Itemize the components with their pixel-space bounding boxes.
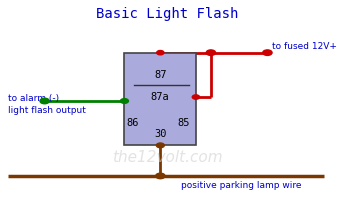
Circle shape bbox=[206, 50, 216, 55]
Bar bbox=[124, 53, 196, 145]
Text: to alarm (-)
light flash output: to alarm (-) light flash output bbox=[8, 94, 86, 115]
Circle shape bbox=[156, 173, 165, 179]
Circle shape bbox=[263, 50, 272, 55]
Text: to fused 12V+: to fused 12V+ bbox=[272, 42, 337, 51]
Text: 87a: 87a bbox=[150, 92, 169, 102]
Text: 87: 87 bbox=[155, 70, 167, 80]
Circle shape bbox=[120, 99, 128, 103]
Circle shape bbox=[156, 143, 164, 148]
Text: 85: 85 bbox=[177, 118, 190, 128]
Text: 30: 30 bbox=[154, 129, 167, 139]
Text: positive parking lamp wire: positive parking lamp wire bbox=[181, 181, 301, 190]
Circle shape bbox=[192, 95, 199, 99]
Text: Basic Light Flash: Basic Light Flash bbox=[97, 7, 239, 21]
Circle shape bbox=[40, 98, 49, 104]
Circle shape bbox=[157, 50, 164, 55]
Text: the12volt.com: the12volt.com bbox=[112, 150, 223, 165]
Text: 86: 86 bbox=[127, 118, 139, 128]
